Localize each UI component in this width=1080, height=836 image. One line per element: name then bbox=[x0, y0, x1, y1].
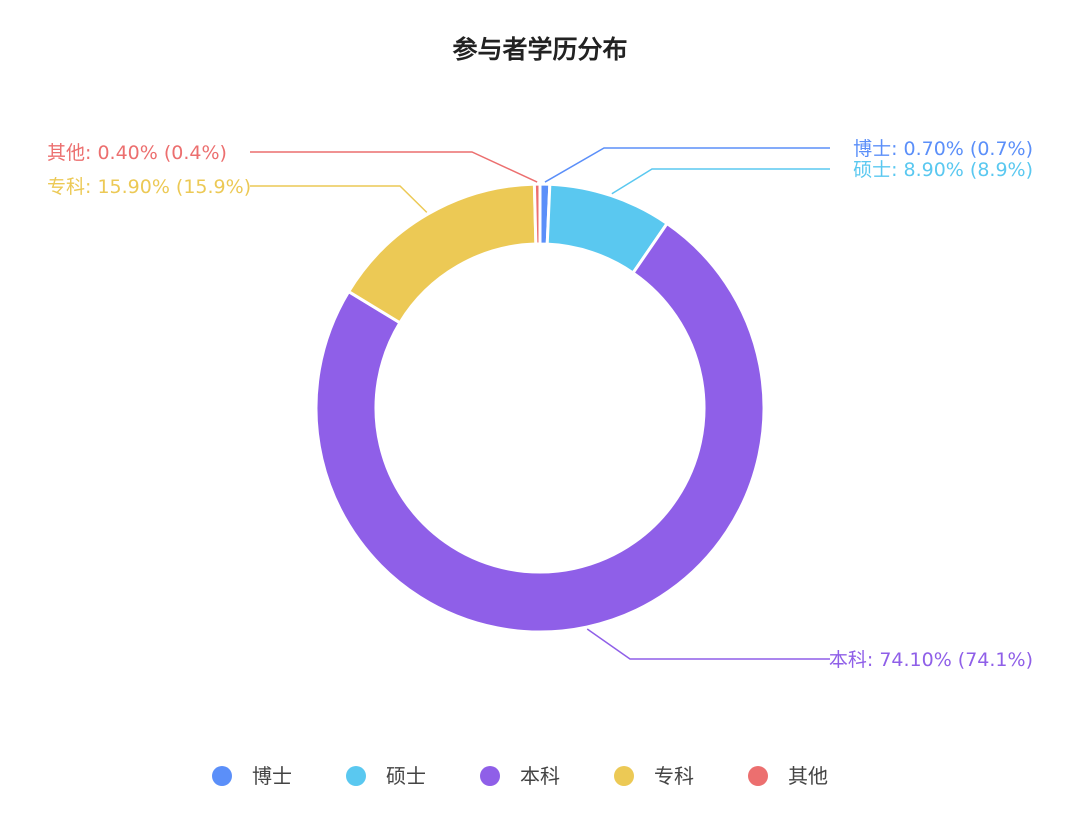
legend-label-0: 博士 bbox=[252, 764, 292, 788]
slice-label-3: 专科: 15.90% (15.9%) bbox=[47, 176, 251, 198]
legend-item-2[interactable]: 本科 bbox=[480, 764, 560, 788]
slice-label-1: 硕士: 8.90% (8.9%) bbox=[853, 159, 1033, 181]
slice-label-2: 本科: 74.10% (74.1%) bbox=[829, 649, 1033, 671]
legend-marker-2 bbox=[480, 766, 500, 786]
legend-item-1[interactable]: 硕士 bbox=[346, 764, 426, 788]
slice-label-4: 其他: 0.40% (0.4%) bbox=[47, 142, 227, 164]
leader-line-0 bbox=[544, 147, 830, 183]
legend: 博士 硕士 本科 专科 其他 bbox=[212, 764, 828, 788]
legend-item-3[interactable]: 专科 bbox=[614, 764, 694, 788]
legend-label-4: 其他 bbox=[788, 764, 828, 788]
legend-marker-1 bbox=[346, 766, 366, 786]
legend-item-4[interactable]: 其他 bbox=[748, 764, 828, 788]
leader-line-2 bbox=[586, 628, 830, 660]
legend-marker-3 bbox=[614, 766, 634, 786]
leader-line-4 bbox=[250, 151, 538, 183]
legend-label-2: 本科 bbox=[520, 764, 560, 788]
legend-label-1: 硕士 bbox=[386, 764, 426, 788]
chart-title: 参与者学历分布 bbox=[452, 35, 627, 64]
slice-labels: 博士: 0.70% (0.7%)硕士: 8.90% (8.9%) 本科: 74.1… bbox=[47, 138, 1033, 671]
leader-line-3 bbox=[250, 185, 428, 213]
donut-slices bbox=[314, 182, 766, 634]
legend-label-3: 专科 bbox=[654, 764, 694, 788]
slice-3[interactable] bbox=[347, 182, 538, 325]
legend-item-0[interactable]: 博士 bbox=[212, 764, 292, 788]
legend-marker-4 bbox=[748, 766, 768, 786]
slice-4[interactable] bbox=[532, 182, 542, 246]
legend-marker-0 bbox=[212, 766, 232, 786]
slice-2[interactable] bbox=[314, 222, 766, 634]
label-leaders bbox=[250, 147, 830, 660]
leader-line-1 bbox=[611, 168, 830, 195]
slice-label-0: 博士: 0.70% (0.7%) bbox=[853, 138, 1033, 160]
